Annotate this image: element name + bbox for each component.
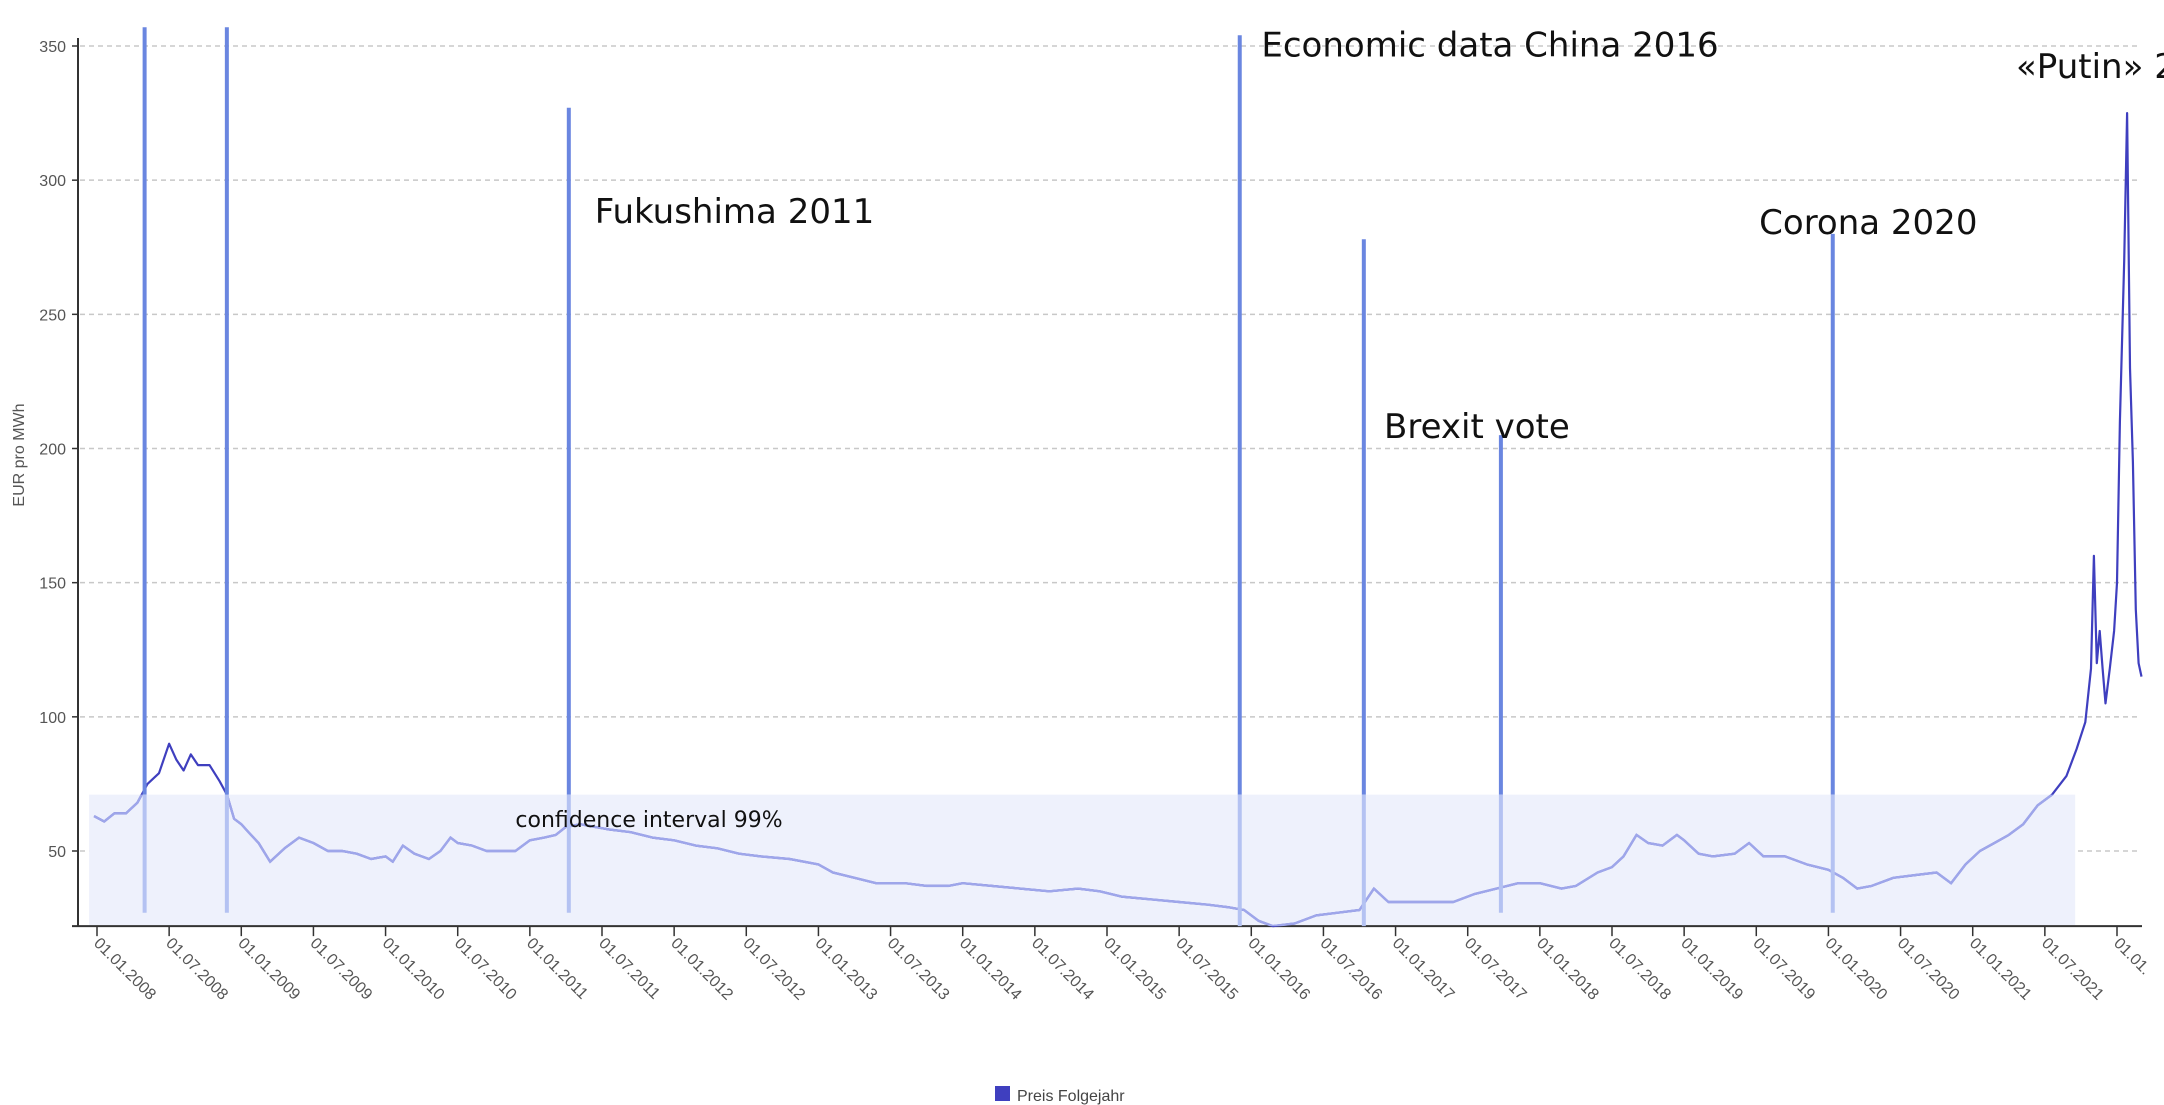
- x-tick-label: 01.07.2021: [2038, 935, 2107, 1004]
- x-tick-label: 01.07.2017: [1461, 935, 1530, 1004]
- x-tick-label: 01.01.2019: [1677, 935, 1746, 1004]
- x-tick-label: 01.01.2015: [1100, 935, 1169, 1004]
- series-layer: [93, 112, 2143, 928]
- x-tick-label: 01.01.: [2110, 935, 2153, 978]
- x-tick-label: 01.07.2010: [451, 935, 520, 1004]
- y-tick-label: 250: [39, 307, 66, 324]
- axes: [72, 38, 2142, 937]
- x-tick-label: 01.07.2018: [1605, 935, 1674, 1004]
- annotation-3: Brexit vote: [1384, 407, 1570, 447]
- y-tick-label: 300: [39, 173, 66, 190]
- y-tick-labels: 50 100 150 200 250 300 350: [39, 39, 66, 861]
- y-tick-label: 150: [39, 576, 66, 593]
- x-tick-label: 01.01.2012: [667, 935, 736, 1004]
- y-axis-label: EUR pro MWh: [11, 403, 28, 506]
- x-tick-label: 01.01.2011: [523, 935, 591, 1003]
- x-tick-label: 01.01.2008: [90, 935, 159, 1004]
- y-tick-label: 350: [39, 39, 66, 56]
- legend[interactable]: Preis Folgejahr: [995, 1086, 1125, 1105]
- x-tick-label: 01.01.2013: [812, 935, 881, 1004]
- x-tick-label: 01.01.2014: [956, 935, 1025, 1004]
- x-tick-label: 01.01.2016: [1244, 935, 1313, 1004]
- x-tick-label: 01.07.2020: [1894, 935, 1963, 1004]
- x-tick-label: 01.07.2012: [739, 935, 808, 1004]
- x-tick-label: 01.07.2015: [1172, 935, 1241, 1004]
- legend-swatch: [995, 1086, 1010, 1101]
- confidence-label: confidence interval 99%: [515, 808, 782, 833]
- x-tick-label: 01.07.2019: [1749, 935, 1818, 1004]
- series-line-in-band: [93, 794, 2054, 927]
- x-tick-labels: 01.01.2008 01.07.2008 01.01.2009 01.07.2009…: [90, 935, 2153, 1004]
- x-tick-label: 01.01.2020: [1822, 935, 1891, 1004]
- annotations: Fukushima 2011 Economic data China 2016 Co…: [515, 26, 2164, 833]
- y-tick-label: 100: [39, 710, 66, 727]
- annotation-0: Fukushima 2011: [595, 192, 874, 232]
- x-tick-label: 01.07.2008: [162, 935, 231, 1004]
- annotation-1: Economic data China 2016: [1261, 26, 1718, 66]
- legend-label: Preis Folgejahr: [1017, 1088, 1125, 1105]
- x-tick-label: 01.07.2011: [595, 935, 663, 1003]
- event-lines: [142, 27, 1835, 927]
- x-tick-label: 01.01.2010: [379, 935, 448, 1004]
- x-tick-label: 01.07.2014: [1028, 935, 1097, 1004]
- y-tick-label: 200: [39, 442, 66, 459]
- x-tick-label: 01.07.2009: [307, 935, 376, 1004]
- annotation-4: «Putin» 2021/2022: [2016, 47, 2164, 87]
- x-tick-label: 01.01.2021: [1966, 935, 2035, 1004]
- x-tick-label: 01.07.2013: [884, 935, 953, 1004]
- grid-lines: [80, 45, 2140, 852]
- y-tick-label: 50: [48, 844, 66, 861]
- x-tick-label: 01.01.2009: [234, 935, 303, 1004]
- annotation-2: Corona 2020: [1759, 203, 1977, 243]
- x-tick-label: 01.01.2018: [1533, 935, 1602, 1004]
- x-tick-label: 01.01.2017: [1389, 935, 1458, 1004]
- x-tick-label: 01.07.2016: [1317, 935, 1386, 1004]
- confidence-band: [89, 794, 2076, 926]
